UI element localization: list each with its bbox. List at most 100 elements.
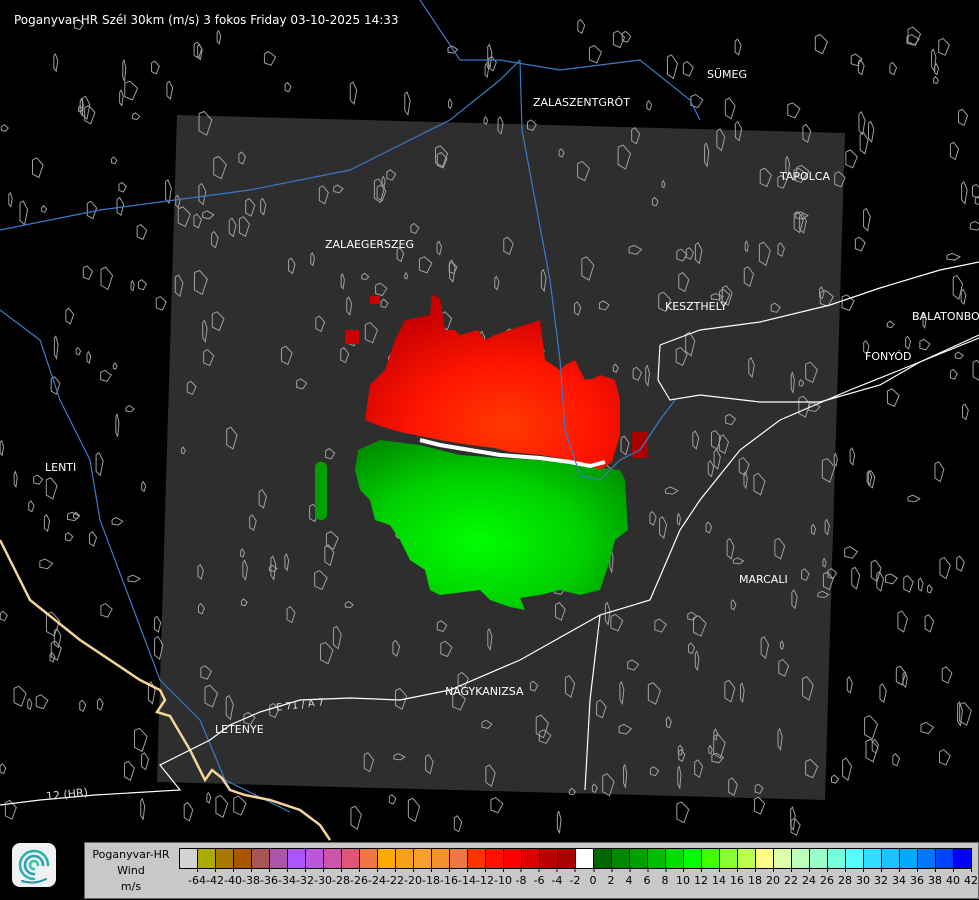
legend-tick-label: -2	[569, 874, 581, 887]
legend-color-cell	[540, 849, 558, 868]
settlement-outline	[125, 405, 135, 413]
settlement-outline	[175, 194, 181, 209]
legend-tick: 26	[820, 867, 834, 887]
settlement-outline	[946, 252, 961, 261]
settlement-outline	[705, 521, 713, 534]
settlement-outline	[726, 537, 735, 560]
settlement-outline	[449, 259, 456, 284]
settlement-outline	[596, 699, 607, 719]
settlement-outline	[844, 546, 859, 559]
legend-tick-label: 8	[661, 874, 669, 887]
settlement-outline	[363, 752, 375, 773]
settlement-outline	[753, 472, 766, 496]
settlement-outline	[448, 261, 458, 275]
settlement-outline	[310, 251, 315, 267]
legend-tick: 32	[874, 867, 888, 887]
legend-tick-label: 2	[607, 874, 615, 887]
legend-color-cell	[828, 849, 846, 868]
settlement-outline	[682, 61, 694, 77]
settlement-outline	[851, 566, 861, 590]
settlement-outline	[798, 395, 811, 418]
city-label: LETENYE	[215, 723, 264, 736]
settlement-outline	[730, 599, 737, 611]
settlement-outline	[807, 402, 821, 413]
settlement-outline	[864, 715, 879, 740]
legend-tick-label: -8	[515, 874, 527, 887]
settlement-outline	[677, 765, 682, 790]
settlement-outline	[388, 793, 397, 805]
settlement-outline	[112, 362, 118, 370]
radar-logo	[12, 843, 56, 887]
legend-color-cell	[684, 849, 702, 868]
legend-tick: 34	[892, 867, 906, 887]
settlement-outline	[758, 241, 771, 267]
settlement-outline	[777, 174, 788, 189]
legend-color-cell	[864, 849, 882, 868]
legend-tick: 24	[802, 867, 816, 887]
settlement-outline	[193, 269, 208, 296]
settlement-outline	[39, 558, 54, 570]
settlement-outline	[799, 213, 807, 234]
settlement-outline	[907, 494, 921, 503]
settlement-outline	[617, 144, 632, 170]
settlement-outline	[249, 514, 257, 532]
settlement-outline	[529, 680, 539, 692]
settlement-outline	[284, 81, 292, 93]
settlement-outline	[867, 469, 876, 489]
settlement-outline	[166, 80, 174, 100]
legend-unit: m/s	[120, 880, 142, 893]
settlement-outline	[879, 683, 887, 704]
settlement-outline	[344, 600, 355, 609]
settlement-outline	[850, 53, 863, 67]
legend-tick: -36	[260, 867, 278, 887]
settlement-outline	[612, 363, 619, 373]
legend-tick-label: 26	[820, 874, 834, 887]
legend-quantity: Wind	[117, 864, 145, 877]
settlement-outline	[392, 639, 401, 657]
settlement-outline	[280, 345, 293, 366]
settlement-outline	[664, 486, 679, 495]
legend-tick-label: -32	[296, 874, 314, 887]
legend-tick: -32	[296, 867, 314, 887]
settlement-outline	[203, 348, 215, 367]
settlement-outline	[849, 447, 856, 466]
settlement-outline	[386, 169, 397, 181]
settlement-outline	[939, 556, 951, 580]
settlement-outline	[718, 434, 730, 455]
settlement-outline	[748, 357, 755, 379]
settlement-outline	[154, 615, 162, 633]
settlement-outline	[654, 618, 667, 633]
settlement-outline	[396, 247, 405, 263]
settlement-outline	[619, 680, 625, 706]
legend-color-cell	[216, 849, 234, 868]
settlement-outline	[488, 55, 497, 72]
settlement-outline	[939, 749, 951, 766]
legend-tick-label: 36	[910, 874, 924, 887]
settlement-outline	[53, 335, 59, 361]
legend-tick-label: 4	[625, 874, 633, 887]
settlement-outline	[75, 346, 82, 356]
map-title: Poganyvar-HR Szél 30km (m/s) 3 fokos Fri…	[14, 13, 399, 27]
settlement-outline	[817, 590, 830, 599]
settlement-outline	[694, 241, 703, 265]
settlement-outline	[743, 266, 755, 288]
settlement-outline	[858, 111, 866, 136]
legend-tick-label: -64	[188, 874, 206, 887]
settlement-outline	[907, 26, 922, 46]
settlement-outline	[933, 76, 940, 85]
settlement-outline	[19, 200, 29, 226]
legend-tick: 0	[590, 867, 597, 887]
settlement-outline	[165, 178, 172, 205]
settlement-outline	[238, 151, 247, 165]
settlement-outline	[958, 108, 969, 126]
legend-tick-label: -12	[476, 874, 494, 887]
legend-tick-label: 34	[892, 874, 906, 887]
settlement-outline	[197, 602, 205, 615]
legend-tick: 6	[644, 867, 651, 887]
legend-color-cell	[180, 849, 198, 868]
settlement-outline	[111, 517, 124, 526]
settlement-outline	[216, 29, 222, 45]
legend-color-cell	[324, 849, 342, 868]
settlement-outline	[952, 274, 964, 301]
settlement-outline	[483, 115, 489, 125]
